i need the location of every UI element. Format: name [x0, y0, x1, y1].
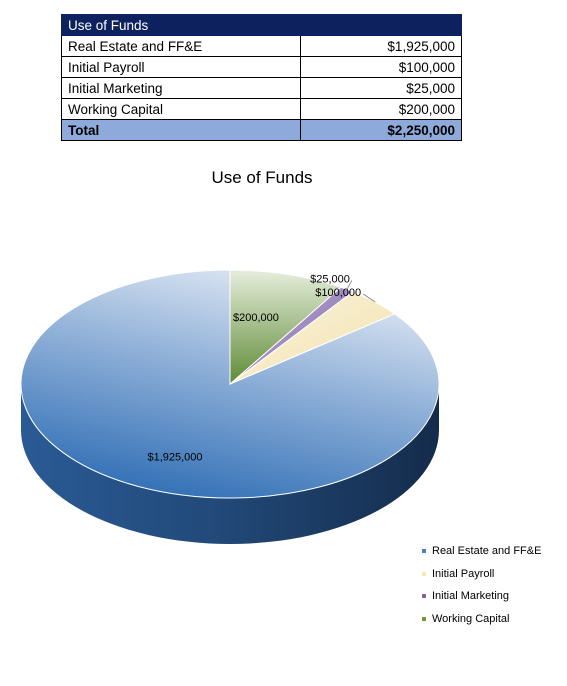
use-of-funds-table: Use of Funds Real Estate and FF&E $1,925… — [61, 14, 462, 141]
data-labels: $1,925,000 $100,000 $25,000 $200,000 — [147, 273, 361, 463]
row-label: Initial Marketing — [61, 77, 301, 99]
table-header: Use of Funds — [61, 14, 462, 36]
leader-line — [346, 280, 353, 290]
total-amount: $2,250,000 — [300, 119, 462, 141]
legend-swatch — [422, 571, 426, 576]
legend-swatch — [422, 616, 426, 621]
chart-title: Use of Funds — [211, 168, 313, 187]
legend-label: Initial Marketing — [432, 590, 510, 603]
chart-legend: Real Estate and FF&E Initial Payroll Ini… — [422, 540, 541, 630]
pie-side-wall — [21, 384, 439, 544]
row-label: Working Capital — [61, 98, 301, 120]
pie-slice-working-capital — [229, 269, 342, 386]
table-row: Working Capital $200,000 — [61, 98, 462, 120]
leader-lines — [346, 280, 376, 303]
legend-item: Initial Payroll — [422, 563, 541, 586]
legend-swatch — [422, 594, 426, 599]
data-label-real-estate-and-ff-e: $1,925,000 — [147, 452, 202, 464]
legend-label: Working Capital — [432, 612, 510, 625]
legend-item: Working Capital — [422, 608, 541, 631]
row-label: Real Estate and FF&E — [61, 35, 301, 57]
table-total-row: Total $2,250,000 — [61, 119, 462, 141]
legend-item: Real Estate and FF&E — [422, 540, 541, 563]
data-label-working-capital: $200,000 — [233, 312, 279, 324]
table-header-row: Use of Funds — [61, 14, 462, 36]
data-label-initial-payroll: $100,000 — [315, 287, 361, 299]
legend-item: Initial Marketing — [422, 585, 541, 608]
pie-side-real-estate-and-ff-e — [21, 384, 439, 544]
legend-swatch — [422, 549, 426, 554]
leader-line — [362, 293, 376, 303]
legend-label: Real Estate and FF&E — [432, 545, 542, 558]
data-label-initial-marketing: $25,000 — [310, 273, 350, 285]
row-amount: $200,000 — [300, 98, 462, 120]
legend-label: Initial Payroll — [432, 567, 495, 580]
pie-slices — [20, 269, 440, 499]
table-row: Real Estate and FF&E $1,925,000 — [61, 35, 462, 57]
total-label: Total — [61, 119, 301, 141]
